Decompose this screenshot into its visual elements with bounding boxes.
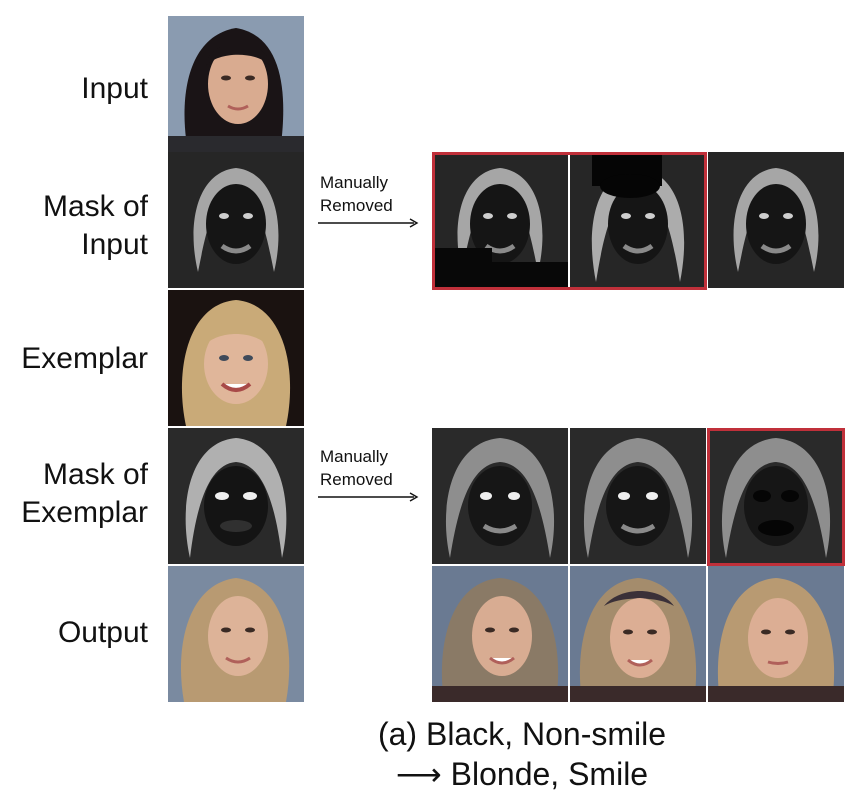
output-face-image: [168, 566, 304, 702]
input-mask-variant-1-image: [432, 152, 568, 288]
arrow-right-icon: [318, 218, 419, 228]
input-face-image: [168, 16, 304, 152]
output-variant-1-image: [432, 566, 568, 702]
label-exemplar: Exemplar: [21, 342, 148, 375]
exemplar-face-image: [168, 290, 304, 426]
label-input: Input: [81, 72, 148, 105]
exemplar-mask-variant-3-image: [708, 428, 844, 564]
caption-line2: ⟶ Blonde, Smile: [395, 756, 649, 792]
exemplar-mask-image: [168, 428, 304, 564]
caption-line1: (a) Black, Non-smile: [377, 716, 667, 752]
label-mask-exemplar-line2: Exemplar: [21, 496, 148, 529]
input-mask-variant-3-image: [708, 152, 844, 288]
highlight-box-bottom: [707, 428, 845, 566]
manual-removed-bottom-line2: Removed: [320, 470, 393, 489]
input-mask-variant-2-image: [570, 152, 706, 288]
output-variant-2-image: [570, 566, 706, 702]
exemplar-mask-variant-1-image: [432, 428, 568, 564]
manual-removed-top-line2: Removed: [320, 196, 393, 215]
label-mask-input-line1: Mask of: [42, 190, 148, 223]
label-output: Output: [57, 616, 148, 649]
label-mask-input-line2: Input: [81, 228, 148, 261]
exemplar-mask-variant-2-image: [570, 428, 706, 564]
manual-removed-top-line1: Manually: [320, 173, 389, 192]
output-variant-3-image: [708, 566, 844, 702]
highlight-box-top: [432, 152, 707, 290]
manual-removed-bottom-line1: Manually: [320, 447, 389, 466]
input-mask-image: [168, 152, 304, 288]
label-mask-exemplar-line1: Mask of: [42, 458, 148, 491]
arrow-right-icon: [318, 492, 419, 502]
